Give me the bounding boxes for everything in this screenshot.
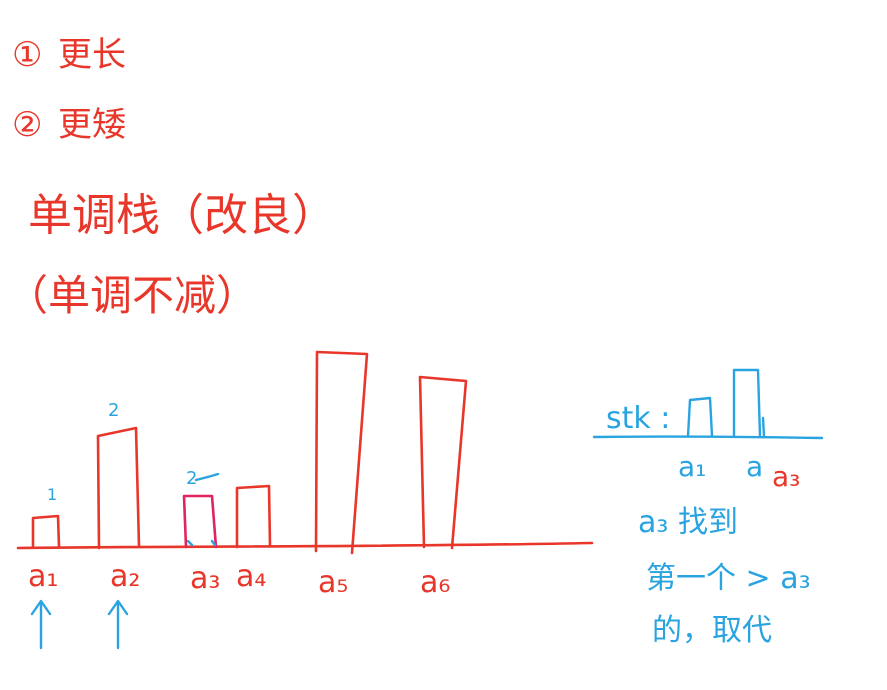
count-a1: 1 — [47, 485, 57, 504]
note-longer-text: 更长 — [58, 35, 126, 75]
count-a3-underline — [194, 472, 220, 482]
subtitle-non-decreasing: （单调不减） — [6, 271, 258, 320]
bar-a2 — [96, 426, 141, 550]
note-shorter-text: 更矮 — [58, 105, 126, 145]
stack-bar-a3-mark — [761, 416, 766, 438]
stack-note-line-3: 的，取代 — [652, 613, 772, 648]
label-a4: a₄ — [236, 559, 266, 594]
up-arrow-icon — [30, 599, 52, 650]
count-a2: 2 — [108, 400, 119, 421]
baseline-axis — [16, 541, 594, 550]
stack-bar-a3 — [732, 368, 762, 438]
bar-a3 — [182, 494, 218, 549]
stack-bar-a1 — [686, 396, 714, 438]
stack-note-line-1: a₃ 找到 — [638, 505, 738, 540]
stack-item-a3: a₃ — [772, 460, 800, 493]
label-a3: a₃ — [190, 561, 220, 596]
bar-a6 — [418, 375, 468, 550]
count-a3: 2 — [186, 468, 197, 489]
bar-a5 — [314, 350, 369, 555]
note-line-1: ① 更长 — [12, 35, 126, 75]
label-a1: a₁ — [28, 559, 58, 594]
note-line-2: ② 更矮 — [12, 105, 126, 145]
label-a5: a₅ — [318, 565, 348, 600]
label-a2: a₂ — [110, 559, 140, 594]
stack-panel: stk : a₁ a a₃ a₃ 找到 第一个 > a₃ 的，取代 — [592, 368, 824, 648]
stack-item-old: a — [746, 450, 763, 483]
up-arrow-icon — [107, 599, 129, 650]
circled-two-marker: ② — [12, 105, 42, 145]
bar-a3-highlight-marks — [186, 539, 217, 547]
bar-a4 — [235, 484, 272, 549]
circled-one-marker: ① — [12, 35, 42, 75]
bar-a1 — [31, 514, 61, 549]
title-monotonic-stack: 单调栈（改良） — [28, 190, 336, 241]
stack-item-a1: a₁ — [678, 450, 706, 483]
stack-label: stk : — [606, 401, 670, 436]
stack-baseline — [592, 435, 824, 440]
stack-note-line-2: 第一个 > a₃ — [646, 561, 811, 596]
bar-diagram: 1 2 2 a₁ a₂ a₃ a₄ a₅ a₆ — [16, 350, 594, 650]
label-a6: a₆ — [420, 565, 450, 600]
